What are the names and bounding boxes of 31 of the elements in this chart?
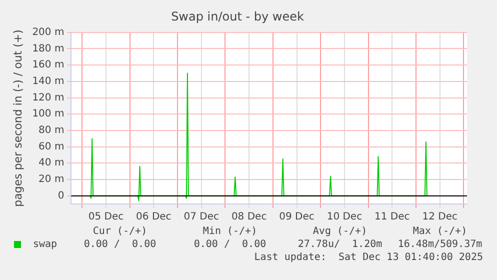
text: 16.48m/509.37m [398,239,482,250]
y-tick-label: 200 m [32,26,64,38]
y-tick-label: 80 m [38,125,64,136]
x-tick-label: 11 Dec [374,212,410,223]
x-tick-label: 10 Dec [326,212,362,223]
y-tick-label: 120 m [32,92,64,104]
x-tick-label: 06 Dec [136,212,172,223]
legend-label: swap [33,239,58,250]
y-tick-label: 100 m [32,108,64,120]
text: Min (-/+) [202,226,258,237]
chart-title: Swap in/out - by week [171,9,304,24]
x-tick-label: 07 Dec [184,212,220,223]
y-tick-label: 20 m [38,174,64,186]
text: Max (-/+) [412,226,468,237]
text: 0.00 / 0.00 [84,239,156,250]
text: 27.78u/ 1.20m [298,239,382,250]
x-tick-label: 08 Dec [231,212,267,223]
text: 0.00 / 0.00 [194,239,266,250]
y-tick-label: 140 m [32,76,64,88]
y-axis-title: pages per second in (-) / out (+) [11,30,24,207]
text: Cur (-/+) [92,226,148,237]
y-tick-label: 160 m [32,60,64,71]
text: Avg (-/+) [312,226,368,237]
y-tick-label: 180 m [32,43,64,54]
text: Last update: Sat Dec 13 01:40:00 2025 [254,252,483,263]
y-tick-label: 40 m [38,158,64,169]
y-tick-label: 0 [58,190,64,202]
x-tick-label: 12 Dec [422,212,458,223]
y-tick-label: 60 m [38,141,64,152]
x-tick-label: 09 Dec [279,212,314,223]
x-tick-label: 05 Dec [88,212,124,223]
